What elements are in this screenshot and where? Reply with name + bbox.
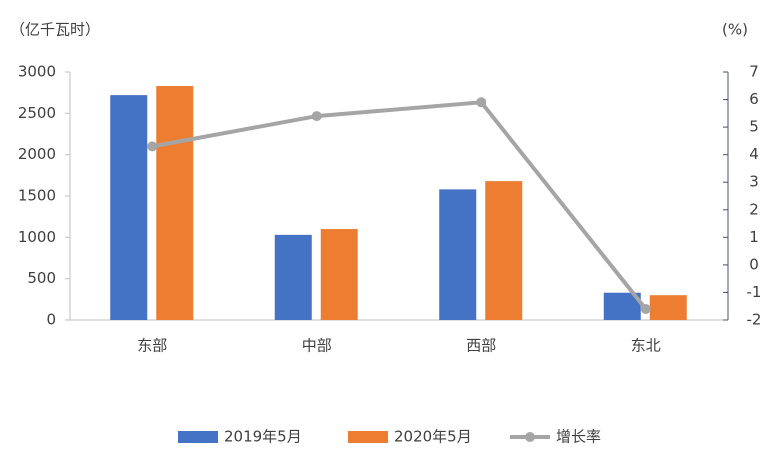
y2-tick-label: 6 <box>749 90 759 108</box>
line-marker <box>476 97 487 108</box>
y2-tick-label: 0 <box>749 255 759 273</box>
bar <box>110 95 148 320</box>
y-tick-label: 500 <box>27 269 56 287</box>
y2-tick-label: 7 <box>749 63 759 81</box>
y-tick-label: 3000 <box>18 63 56 81</box>
legend-swatch <box>178 431 218 443</box>
y-tick-label: 1500 <box>18 187 56 205</box>
x-tick-label: 东北 <box>631 337 661 355</box>
bar <box>320 229 358 320</box>
bar <box>649 295 687 320</box>
y2-tick-label: 4 <box>749 145 759 163</box>
bar <box>485 181 523 320</box>
y2-tick-label: 2 <box>749 200 759 218</box>
legend-label: 2020年5月 <box>394 428 472 446</box>
y-tick-label: 2500 <box>18 104 56 122</box>
bar <box>156 86 194 320</box>
y2-tick-label: 5 <box>749 118 759 136</box>
legend-swatch <box>525 432 535 442</box>
line <box>151 100 648 311</box>
y2-tick-label: 3 <box>749 173 759 191</box>
y-tick-label: 0 <box>46 311 56 329</box>
x-tick-label: 中部 <box>302 337 332 355</box>
bar <box>274 234 312 320</box>
bar <box>439 189 477 320</box>
legend-swatch <box>348 431 388 443</box>
y2-tick-label: -1 <box>747 283 762 301</box>
y-axis-label: （亿千瓦时） <box>10 21 100 39</box>
y2-axis-label: (%) <box>722 21 748 39</box>
x-tick-label: 东部 <box>137 337 167 355</box>
y2-tick-label: 1 <box>749 228 759 246</box>
legend-label: 2019年5月 <box>224 428 302 446</box>
y-tick-label: 2000 <box>18 145 56 163</box>
line-marker <box>640 303 651 314</box>
y-tick-label: 1000 <box>18 228 56 246</box>
y2-tick-label: -2 <box>747 311 762 329</box>
line-marker <box>147 141 158 152</box>
legend-label: 增长率 <box>556 428 601 446</box>
line-marker <box>311 111 322 122</box>
x-tick-label: 西部 <box>466 337 496 355</box>
